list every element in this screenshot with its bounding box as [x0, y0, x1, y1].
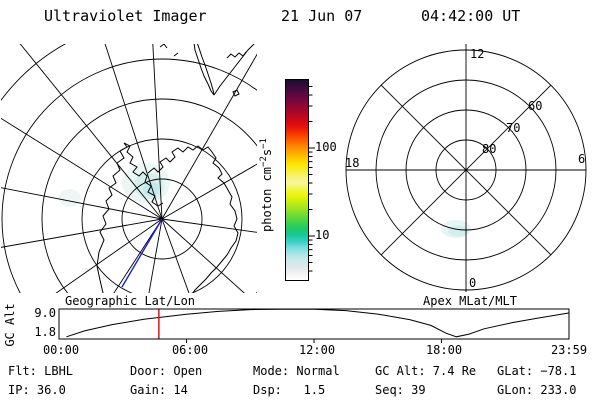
- date-label: 21 Jun 07: [281, 7, 363, 25]
- status-glat: GLat: −78.1: [497, 364, 577, 378]
- mlat-label-70: 70: [506, 121, 520, 135]
- gc-alt-timeline: Geographic Lat/Lon Apex MLat/MLT GC Alt …: [3, 294, 587, 357]
- status-flt: Flt: LBHL: [8, 364, 74, 378]
- mlat-label-80: 80: [482, 142, 496, 156]
- colorbar-gradient: [285, 79, 309, 281]
- timeline-ylabel: GC Alt: [3, 303, 17, 346]
- xtick-0600: 06:00: [172, 343, 208, 357]
- colorbar-tick-marks: [309, 85, 315, 272]
- gc-alt-curve: [66, 308, 569, 338]
- geographic-map: [1, 44, 257, 293]
- time-label: 04:42:00 UT: [421, 7, 521, 25]
- mlt-label-18: 18: [345, 156, 359, 170]
- colorbar-tick-10: 10: [315, 228, 330, 242]
- xtick-1200: 12:00: [299, 343, 335, 357]
- mlat-label-60: 60: [528, 99, 542, 113]
- ytick-9: 9.0: [34, 306, 56, 320]
- colorbar-unit-label: photon cm−2s−1: [259, 138, 274, 232]
- coastline-antarctica: [96, 142, 239, 293]
- ytick-1-8: 1.8: [34, 325, 56, 339]
- status-dsp: Dsp: 1.5: [253, 383, 326, 397]
- colorbar-tick-100: 100: [315, 140, 337, 154]
- polar-caption: Apex MLat/MLT: [423, 294, 517, 308]
- app-title: Ultraviolet Imager: [44, 7, 207, 25]
- status-door: Door: Open: [130, 364, 203, 378]
- map-caption: Geographic Lat/Lon: [65, 294, 195, 308]
- coastline-south-america: [159, 44, 255, 97]
- geographic-grid: [1, 44, 257, 293]
- status-seq: Seq: 39: [375, 383, 426, 397]
- mlt-label-6: 6: [578, 152, 585, 166]
- mlt-label-0: 0: [469, 276, 476, 290]
- status-ip: IP: 36.0: [8, 383, 66, 397]
- apex-grid: [345, 44, 587, 292]
- ground-track-line: [121, 218, 163, 288]
- xtick-0000: 00:00: [43, 343, 79, 357]
- status-glon: GLon: 233.0: [497, 383, 577, 397]
- status-gain: Gain: 14: [130, 383, 188, 397]
- xtick-1800: 18:00: [426, 343, 462, 357]
- status-gcalt: GC Alt: 7.4 Re: [375, 364, 477, 378]
- xtick-2359: 23:59: [551, 343, 587, 357]
- mlt-label-12: 12: [470, 47, 484, 61]
- timeline-plot-box: [58, 308, 570, 340]
- timeline-xticks: [186, 339, 442, 343]
- apex-polar-plot: 12 18 6 0 60 70 80: [345, 44, 587, 292]
- status-mode: Mode: Normal: [253, 364, 340, 378]
